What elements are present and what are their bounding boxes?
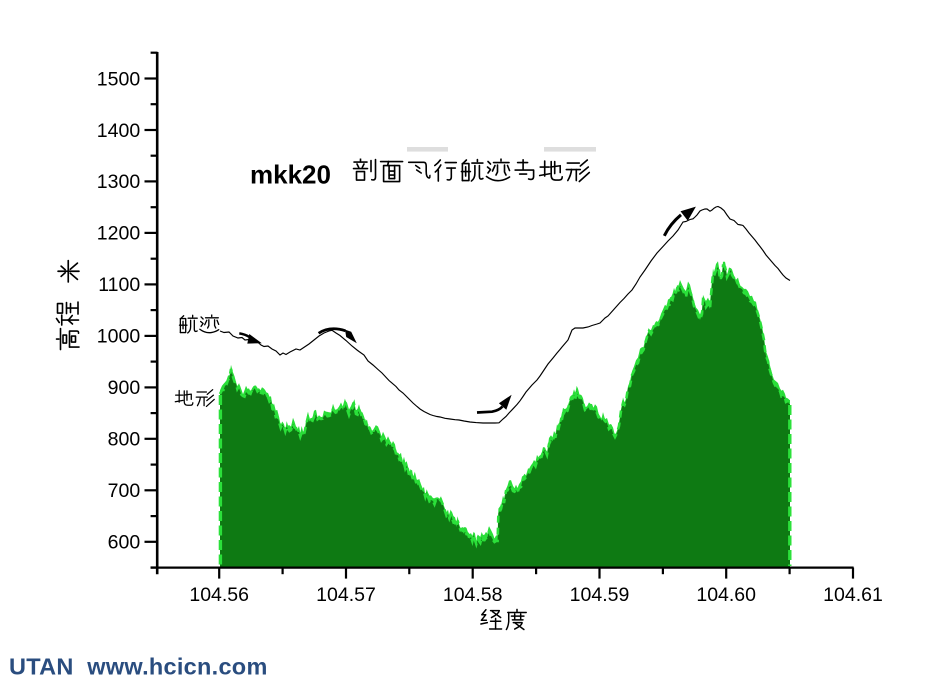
svg-text:104.59: 104.59 bbox=[570, 584, 630, 606]
svg-text:104.56: 104.56 bbox=[189, 584, 249, 606]
svg-text:1100: 1100 bbox=[98, 274, 140, 296]
svg-text:mkk20: mkk20 bbox=[250, 160, 331, 190]
svg-text:800: 800 bbox=[108, 429, 141, 451]
svg-text:104.57: 104.57 bbox=[316, 584, 376, 606]
svg-text:600: 600 bbox=[108, 532, 141, 554]
svg-text:104.60: 104.60 bbox=[696, 584, 756, 606]
svg-text:UTAN www.hcicn.com: UTAN www.hcicn.com bbox=[9, 654, 268, 680]
svg-text:1000: 1000 bbox=[97, 326, 141, 348]
svg-text:1300: 1300 bbox=[97, 171, 141, 193]
svg-text:104.61: 104.61 bbox=[823, 584, 883, 606]
svg-text:104.58: 104.58 bbox=[443, 584, 503, 606]
svg-text:1200: 1200 bbox=[97, 223, 141, 245]
svg-text:1500: 1500 bbox=[97, 68, 141, 90]
svg-text:700: 700 bbox=[108, 480, 141, 502]
svg-text:900: 900 bbox=[108, 377, 141, 399]
svg-text:1400: 1400 bbox=[97, 120, 141, 142]
